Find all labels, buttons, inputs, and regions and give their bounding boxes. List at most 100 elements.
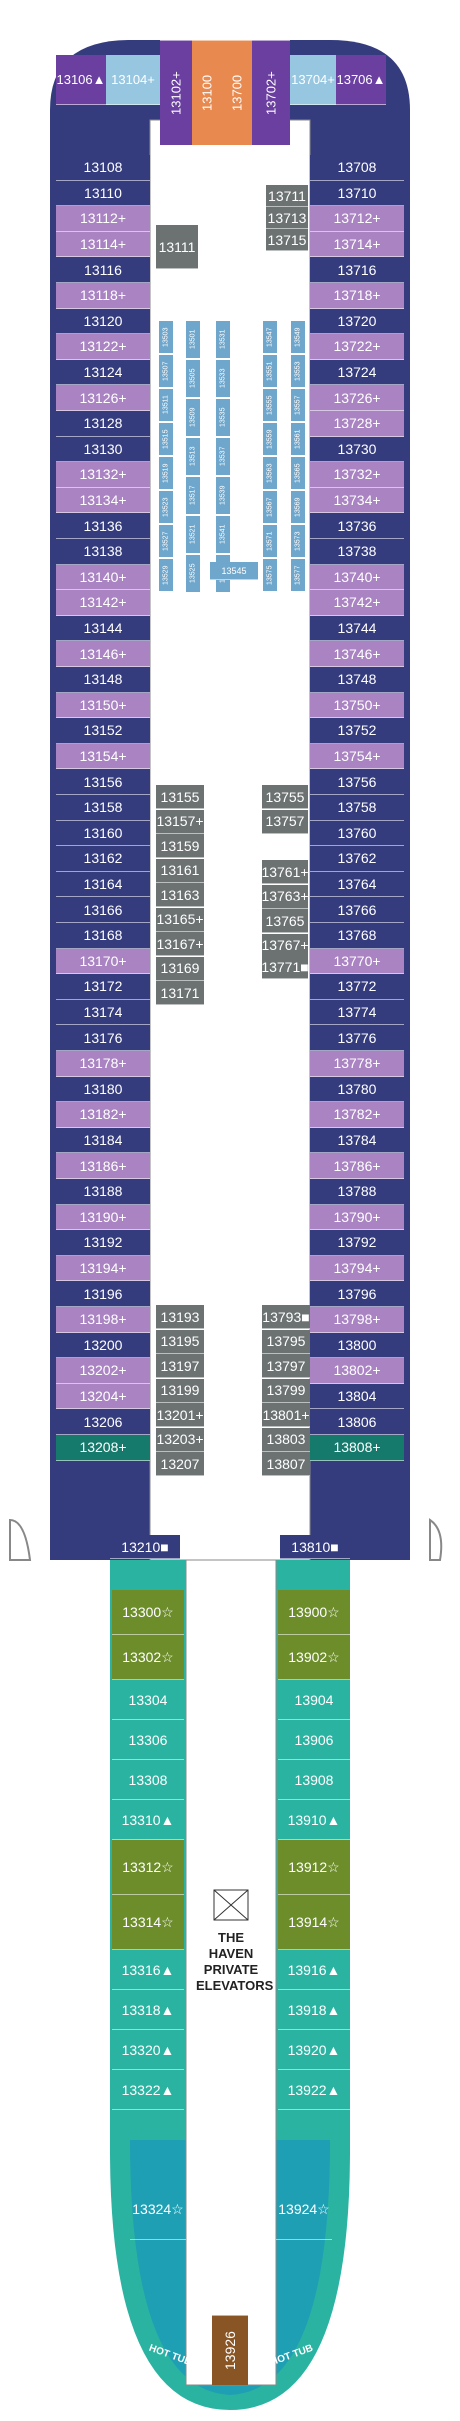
cabin-13714[interactable]: 13714+	[310, 231, 404, 258]
cabin-13172[interactable]: 13172	[56, 974, 150, 1000]
cabin-13194[interactable]: 13194+	[56, 1255, 150, 1282]
studio-13541[interactable]: 13541	[215, 515, 231, 554]
cabin-13154[interactable]: 13154+	[56, 743, 150, 770]
cabin-13161[interactable]: 13161	[156, 858, 204, 883]
cabin-13545[interactable]: 13545	[210, 562, 258, 580]
cabin-13188[interactable]: 13188	[56, 1179, 150, 1205]
cabin-13742[interactable]: 13742+	[310, 590, 404, 616]
cabin-13804[interactable]: 13804	[310, 1383, 404, 1410]
cabin-13770[interactable]: 13770+	[310, 948, 404, 975]
cabin-13165[interactable]: 13165+	[156, 907, 204, 932]
cabin-13765[interactable]: 13765	[262, 909, 308, 933]
cabin-13922[interactable]: 13922▲	[278, 2070, 350, 2110]
cabin-13926[interactable]: 13926	[212, 2315, 248, 2385]
cabin-13126[interactable]: 13126+	[56, 385, 150, 411]
cabin-13801[interactable]: 13801+	[262, 1403, 310, 1427]
cabin-13798[interactable]: 13798+	[310, 1307, 404, 1333]
studio-13501[interactable]: 13501	[185, 320, 201, 359]
cabin-13210[interactable]: 13210■	[110, 1535, 180, 1559]
cabin-13174[interactable]: 13174	[56, 999, 150, 1026]
cabin-13748[interactable]: 13748	[310, 667, 404, 693]
cabin-13160[interactable]: 13160	[56, 820, 150, 847]
studio-13517[interactable]: 13517	[185, 476, 201, 515]
cabin-13740[interactable]: 13740+	[310, 564, 404, 591]
cabin-13200[interactable]: 13200	[56, 1332, 150, 1359]
cabin-13169[interactable]: 13169	[156, 956, 204, 981]
cabin-13730[interactable]: 13730	[310, 436, 404, 463]
cabin-13182[interactable]: 13182+	[56, 1102, 150, 1128]
cabin-13155[interactable]: 13155	[156, 785, 204, 809]
cabin-13756[interactable]: 13756	[310, 769, 404, 795]
cabin-13198[interactable]: 13198+	[56, 1307, 150, 1333]
cabin-13711[interactable]: 13711	[266, 185, 308, 207]
studio-13571[interactable]: 13571	[262, 524, 278, 558]
cabin-13136[interactable]: 13136	[56, 513, 150, 539]
cabin-13794[interactable]: 13794+	[310, 1255, 404, 1282]
studio-13565[interactable]: 13565	[290, 456, 306, 490]
cabin-13170[interactable]: 13170+	[56, 948, 150, 975]
cabin-13130[interactable]: 13130	[56, 436, 150, 463]
cabin-13168[interactable]: 13168	[56, 923, 150, 949]
cabin-13757[interactable]: 13757	[262, 809, 308, 834]
cabin-13914[interactable]: 13914☆	[278, 1895, 350, 1950]
cabin-13762[interactable]: 13762	[310, 846, 404, 872]
cabin-13320[interactable]: 13320▲	[112, 2030, 184, 2070]
studio-13527[interactable]: 13527	[158, 524, 174, 558]
cabin-13902[interactable]: 13902☆	[278, 1635, 350, 1680]
cabin-13157[interactable]: 13157+	[156, 809, 204, 834]
cabin-13314[interactable]: 13314☆	[112, 1895, 184, 1950]
studio-13519[interactable]: 13519	[158, 456, 174, 490]
cabin-13106[interactable]: 13106▲	[56, 55, 106, 105]
cabin-13180[interactable]: 13180	[56, 1076, 150, 1103]
cabin-13100[interactable]: 13100	[192, 40, 222, 145]
cabin-13171[interactable]: 13171	[156, 981, 204, 1005]
cabin-13796[interactable]: 13796	[310, 1281, 404, 1307]
cabin-13738[interactable]: 13738	[310, 539, 404, 565]
studio-13555[interactable]: 13555	[262, 388, 278, 422]
cabin-13102[interactable]: 13102+	[160, 40, 192, 145]
cabin-13197[interactable]: 13197	[156, 1354, 204, 1378]
cabin-13774[interactable]: 13774	[310, 999, 404, 1026]
cabin-13146[interactable]: 13146+	[56, 641, 150, 667]
cabin-13134[interactable]: 13134+	[56, 487, 150, 514]
cabin-13118[interactable]: 13118+	[56, 283, 150, 309]
cabin-13104[interactable]: 13104+	[106, 55, 160, 105]
cabin-13726[interactable]: 13726+	[310, 385, 404, 411]
cabin-13304[interactable]: 13304	[112, 1680, 184, 1720]
cabin-13140[interactable]: 13140+	[56, 564, 150, 591]
cabin-13750[interactable]: 13750+	[310, 692, 404, 719]
studio-13503[interactable]: 13503	[158, 320, 174, 354]
cabin-13732[interactable]: 13732+	[310, 462, 404, 488]
studio-13523[interactable]: 13523	[158, 490, 174, 524]
cabin-13724[interactable]: 13724	[310, 359, 404, 386]
studio-13535[interactable]: 13535	[215, 398, 231, 437]
cabin-13306[interactable]: 13306	[112, 1720, 184, 1760]
cabin-13196[interactable]: 13196	[56, 1281, 150, 1307]
cabin-13782[interactable]: 13782+	[310, 1102, 404, 1128]
cabin-13700[interactable]: 13700	[222, 40, 252, 145]
cabin-13758[interactable]: 13758	[310, 795, 404, 821]
cabin-13138[interactable]: 13138	[56, 539, 150, 565]
studio-13563[interactable]: 13563	[262, 456, 278, 490]
cabin-13780[interactable]: 13780	[310, 1076, 404, 1103]
cabin-13122[interactable]: 13122+	[56, 334, 150, 360]
cabin-13716[interactable]: 13716	[310, 257, 404, 283]
cabin-13124[interactable]: 13124	[56, 359, 150, 386]
studio-13569[interactable]: 13569	[290, 490, 306, 524]
cabin-13318[interactable]: 13318▲	[112, 1990, 184, 2030]
studio-13573[interactable]: 13573	[290, 524, 306, 558]
cabin-13792[interactable]: 13792	[310, 1230, 404, 1256]
cabin-13203[interactable]: 13203+	[156, 1427, 204, 1452]
cabin-13763[interactable]: 13763+	[261, 884, 309, 909]
studio-13557[interactable]: 13557	[290, 388, 306, 422]
studio-13567[interactable]: 13567	[262, 490, 278, 524]
cabin-13300[interactable]: 13300☆	[112, 1590, 184, 1635]
studio-13577[interactable]: 13577	[290, 558, 306, 592]
cabin-13788[interactable]: 13788	[310, 1179, 404, 1205]
cabin-13744[interactable]: 13744	[310, 615, 404, 642]
cabin-13202[interactable]: 13202+	[56, 1358, 150, 1384]
cabin-13164[interactable]: 13164	[56, 871, 150, 898]
cabin-13152[interactable]: 13152	[56, 718, 150, 744]
cabin-13797[interactable]: 13797	[262, 1354, 310, 1378]
cabin-13132[interactable]: 13132+	[56, 462, 150, 488]
